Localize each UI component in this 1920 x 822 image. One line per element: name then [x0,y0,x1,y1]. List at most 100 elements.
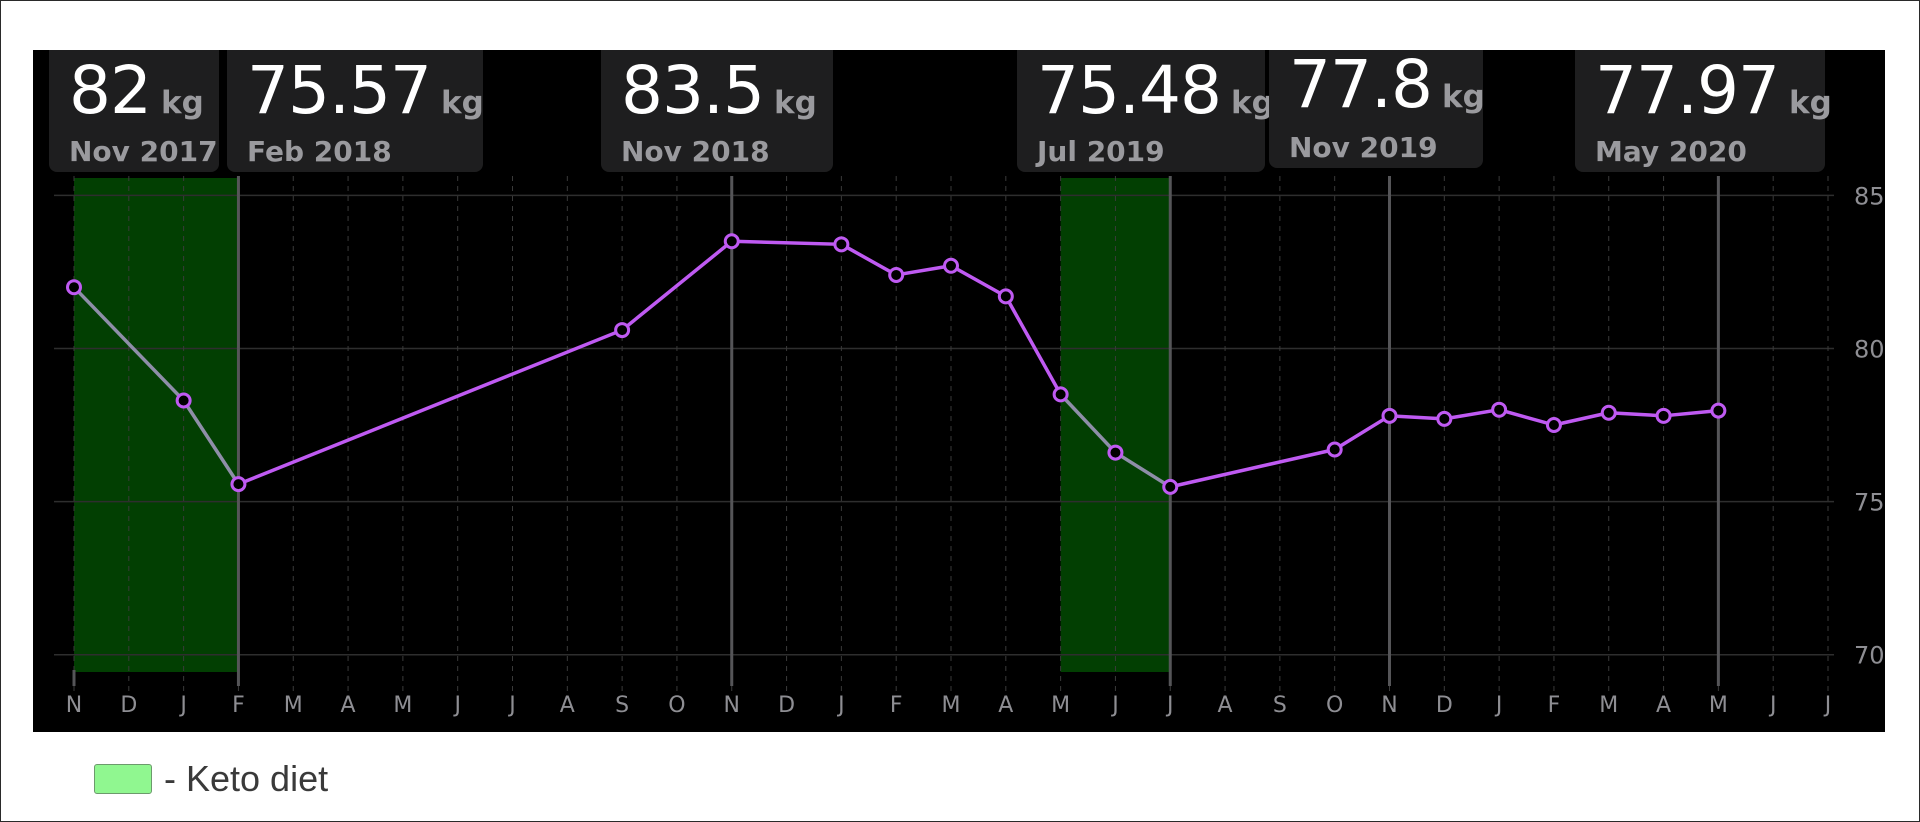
weight-chart: 70 75 80 85 N D J F M A M J J A S O N D J F M A M J J A S O N D J F M A M J… [54,172,1885,718]
line-segment [236,328,624,486]
callout-nov-2017[interactable]: 82 kg Nov 2017 [49,50,219,172]
x-tick-label: D [1436,693,1453,718]
keto-legend-label: - Keto diet [164,758,329,799]
callout-unit: kg [1788,85,1832,121]
line-segment [1661,408,1721,418]
callout-jul-2019[interactable]: 75.48 kg Jul 2019 [1017,50,1274,172]
data-point [1436,410,1453,427]
x-tick-label: D [120,693,137,718]
x-tick-label: J [1823,693,1832,718]
callout-unit: kg [1230,85,1274,121]
weight-chart-panel: 70 75 80 85 N D J F M A M J J A S O N D J F M A M J J A S O N D J F M A M J… [33,46,1885,732]
x-tick-label: F [232,693,245,718]
data-point [1107,444,1124,461]
line-segment [1552,411,1611,427]
data-point [1326,441,1343,458]
x-tick-label: O [1326,693,1343,718]
callout-value: 82 [69,52,152,129]
x-tick-label: S [615,693,629,718]
x-tick-label: A [1656,693,1671,718]
data-point [175,392,192,409]
y-tick-label: 75 [1854,489,1885,517]
x-tick-label: A [998,693,1013,718]
keto-band [74,178,239,672]
line-segment [1004,294,1063,397]
data-point [1381,407,1398,424]
callout-date: Nov 2017 [69,135,218,168]
callout-date: Jul 2019 [1037,135,1165,168]
x-tick-label: N [1381,693,1397,718]
line-segment [72,285,186,403]
callout-unit: kg [160,85,204,121]
callout-unit: kg [773,85,817,121]
data-point [1600,404,1617,421]
legend: - Keto diet [94,758,328,799]
callout-value: 75.57 [247,52,432,129]
line-segment [839,242,898,277]
callout-date: Nov 2019 [1289,131,1438,164]
callout-value: 75.48 [1037,52,1222,129]
x-tick-label: J [1110,693,1119,718]
line-segment [1607,411,1666,418]
x-tick-label: A [341,693,356,718]
callout-date: May 2020 [1595,135,1747,168]
x-tick-label: F [890,693,903,718]
y-tick-label: 70 [1854,642,1885,670]
line-segment [894,264,953,277]
line-segment [730,239,844,247]
x-tick-label: N [724,693,740,718]
data-point [1491,401,1508,418]
x-tick-label: J [1494,693,1503,718]
x-tick-label: M [284,693,303,718]
line-segment [1387,414,1447,421]
x-tick-label: M [393,693,412,718]
line-segment [1113,450,1172,489]
x-tick-label: F [1548,693,1561,718]
line-segment [1058,392,1118,455]
line-segment [1332,414,1392,452]
keto-legend-swatch [94,764,152,794]
x-tick-label: N [66,693,82,718]
x-tick-label: O [668,693,685,718]
x-tick-label: J [507,693,516,718]
data-point [66,279,82,296]
data-point [1162,478,1179,495]
line-segment [620,239,734,332]
data-point [1710,402,1727,419]
callout-unit: kg [1441,79,1485,115]
callout-unit: kg [440,85,484,121]
y-tick-label: 85 [1854,182,1885,210]
callout-date: Nov 2018 [621,135,770,168]
x-tick-label: J [452,693,461,718]
line-segment [949,264,1008,299]
x-tick-label: M [942,693,961,718]
data-point [833,236,850,253]
data-point [614,322,631,339]
callout-feb-2018[interactable]: 75.57 kg Feb 2018 [227,50,484,172]
data-point [230,476,247,493]
y-tick-label: 80 [1854,335,1885,363]
x-tick-label: J [1768,693,1777,718]
x-tick-label: J [836,693,845,718]
callout-date: Feb 2018 [247,135,392,168]
x-tick-label: A [560,693,575,718]
x-tick-label: S [1273,693,1287,718]
x-tick-label: J [178,693,187,718]
data-point [997,288,1014,305]
x-tick-label: A [1218,693,1233,718]
data-point [723,233,740,250]
data-point [1545,417,1562,433]
data-point [888,266,905,283]
callout-value: 77.8 [1289,46,1433,123]
x-tick-label: M [1709,693,1728,718]
callout-nov-2019[interactable]: 77.8 kg Nov 2019 [1269,46,1485,168]
x-tick-label: M [1599,693,1618,718]
callout-value: 77.97 [1595,52,1780,129]
x-tick-label: M [1051,693,1070,718]
callout-may-2020[interactable]: 77.97 kg May 2020 [1575,50,1832,172]
line-segment [1442,407,1501,421]
data-point [1052,386,1069,403]
x-tick-label: D [778,693,795,718]
callout-nov-2018[interactable]: 83.5 kg Nov 2018 [601,50,833,172]
data-point [943,257,959,274]
